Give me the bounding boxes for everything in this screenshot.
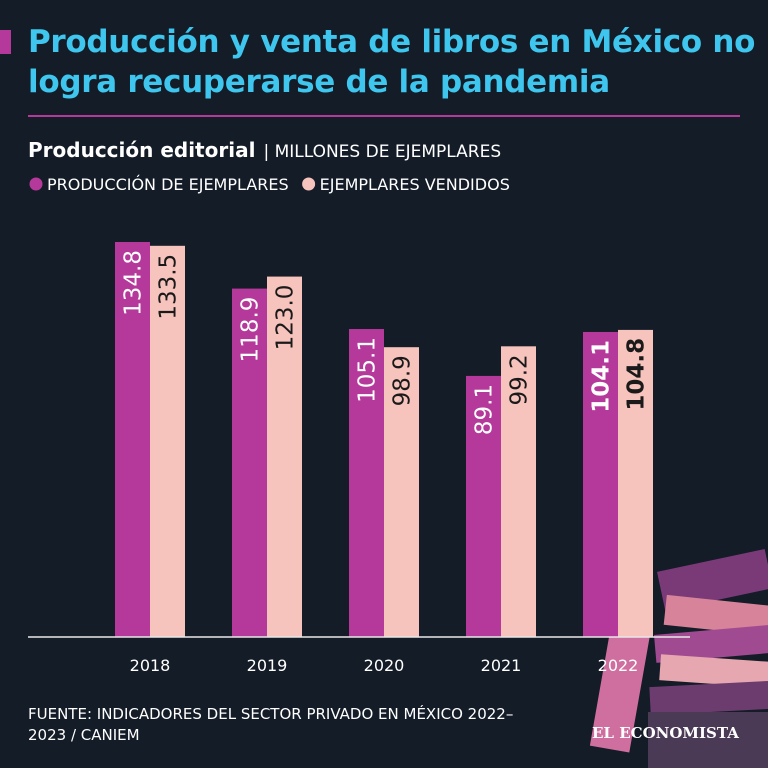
x-tick-label: 2019	[247, 656, 288, 675]
value-label: 89.1	[472, 384, 498, 435]
value-label: 98.9	[390, 355, 416, 406]
value-label: 99.2	[507, 354, 533, 405]
value-label: 104.8	[624, 338, 650, 411]
bar	[150, 245, 185, 638]
title-accent	[0, 30, 11, 54]
title-rule	[28, 115, 740, 117]
subtitle: Producción editorial	[28, 138, 256, 162]
value-label: 104.1	[589, 340, 615, 413]
bar	[232, 288, 267, 637]
subtitle-row: Producción editorial | MILLONES DE EJEMPL…	[28, 138, 501, 162]
bar	[501, 346, 536, 637]
legend-label: PRODUCCIÓN DE EJEMPLARES	[47, 175, 289, 194]
legend-label: EJEMPLARES VENDIDOS	[320, 175, 510, 194]
value-label: 134.8	[121, 250, 147, 316]
x-tick-label: 2020	[364, 656, 405, 675]
unit: | MILLONES DE EJEMPLARES	[263, 142, 502, 162]
bar	[466, 375, 501, 637]
value-label: 133.5	[156, 254, 182, 320]
x-tick-label: 2022	[598, 656, 639, 675]
books-illustration	[589, 549, 768, 768]
legend-swatch	[29, 177, 43, 191]
x-tick-label: 2021	[481, 656, 522, 675]
value-label: 118.9	[238, 297, 264, 363]
bar	[115, 242, 150, 637]
bar	[583, 331, 618, 637]
x-tick-label: 2018	[130, 656, 171, 675]
legend-swatch	[302, 177, 316, 191]
source: FUENTE: INDICADORES DEL SECTOR PRIVADO E…	[28, 705, 514, 744]
value-label: 105.1	[355, 337, 381, 403]
bar	[384, 347, 419, 637]
bar	[349, 329, 384, 637]
value-label: 123.0	[273, 285, 299, 351]
bar	[267, 276, 302, 637]
bar	[618, 329, 653, 637]
brand: EL ECONOMISTA	[592, 724, 739, 742]
chart-title: Producción y venta de libros en México n…	[28, 24, 756, 100]
